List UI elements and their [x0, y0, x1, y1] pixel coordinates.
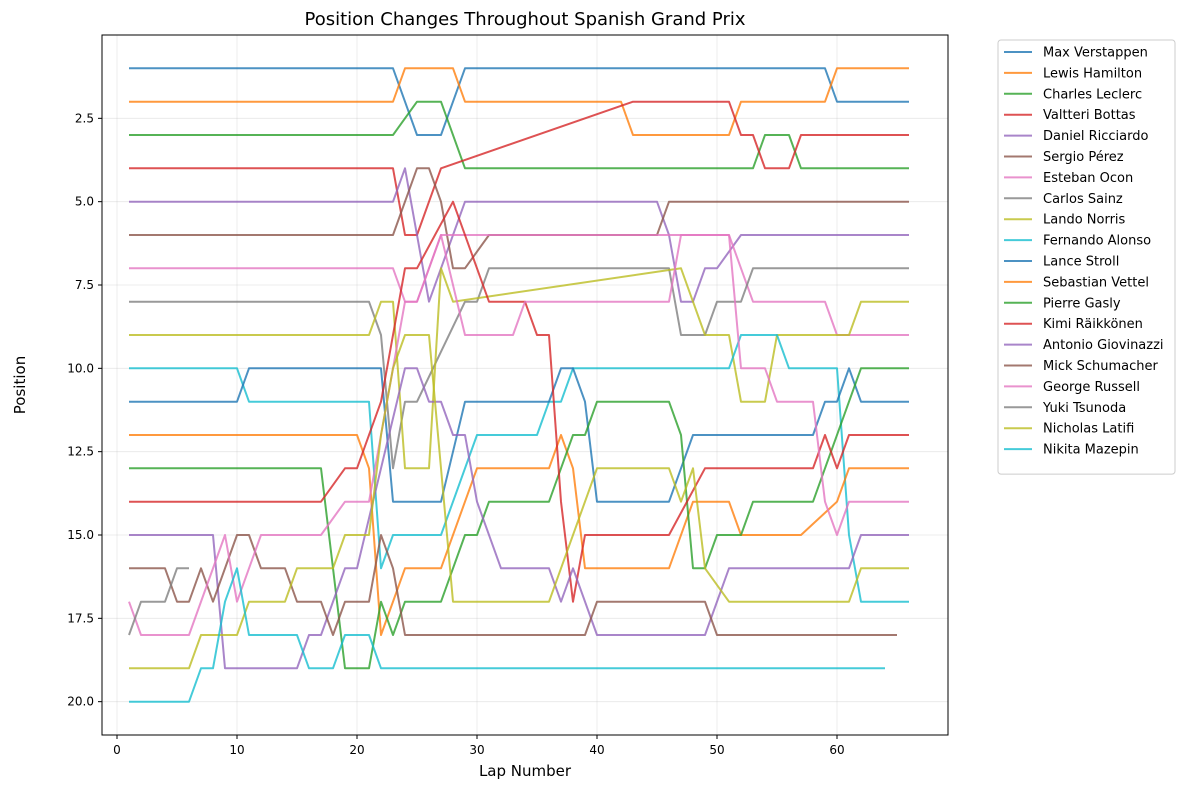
series-line-sebastian-vettel: [129, 434, 909, 636]
y-tick-label: 12.5: [67, 445, 94, 459]
chart-title: Position Changes Throughout Spanish Gran…: [304, 9, 745, 30]
y-tick-label: 17.5: [67, 611, 94, 625]
series-line-max-verstappen: [129, 67, 909, 136]
y-tick-label: 7.5: [75, 278, 94, 292]
legend-label: Fernando Alonso: [1043, 234, 1151, 249]
y-axis-ticks: 2.5 5.0 7.5 10.0 12.5 15.0 17.5 20.0: [67, 111, 102, 709]
legend-label: Yuki Tsunoda: [1042, 401, 1126, 416]
y-tick-label: 20.0: [67, 695, 94, 709]
series-line-antonio-giovinazzi: [129, 367, 909, 670]
x-tick-label: 50: [709, 743, 724, 757]
x-axis-label: Lap Number: [479, 762, 572, 780]
plot-area-frame: [101, 34, 949, 736]
legend: Max Verstappen Lewis Hamilton Charles Lecl…: [997, 39, 1176, 475]
legend-label: Max Verstappen: [1043, 46, 1148, 61]
series-line-valtteri-bottas: [129, 100, 909, 236]
legend-label: Lewis Hamilton: [1043, 66, 1142, 81]
legend-label: Mick Schumacher: [1043, 359, 1159, 374]
x-tick-label: 10: [229, 743, 244, 757]
legend-label: Charles Leclerc: [1043, 87, 1142, 102]
legend-label: Lando Norris: [1043, 213, 1126, 228]
y-tick-label: 5.0: [75, 195, 94, 209]
x-tick-label: 40: [589, 743, 604, 757]
x-tick-label: 0: [113, 743, 121, 757]
legend-label: George Russell: [1043, 380, 1140, 395]
legend-label: Carlos Sainz: [1043, 192, 1123, 207]
x-tick-label: 20: [349, 743, 364, 757]
legend-label: Pierre Gasly: [1043, 296, 1121, 311]
series-lines: [128, 67, 909, 703]
x-tick-label: 60: [829, 743, 844, 757]
series-line-yuki-tsunoda: [128, 567, 189, 636]
series-line-mick-schumacher: [129, 534, 897, 636]
legend-label: Antonio Giovinazzi: [1043, 338, 1164, 353]
y-tick-label: 15.0: [67, 528, 94, 542]
legend-frame: [997, 39, 1176, 475]
y-axis-label: Position: [11, 356, 29, 414]
series-line-nicholas-latifi: [129, 334, 909, 670]
x-axis-ticks: 0 10 20 30 40 50 60: [113, 735, 845, 757]
y-tick-label: 2.5: [75, 111, 94, 125]
legend-label: Nicholas Latifi: [1043, 422, 1134, 437]
series-line-sergio-perez: [129, 167, 909, 270]
series-line-lewis-hamilton: [129, 67, 909, 136]
x-tick-label: 30: [469, 743, 484, 757]
series-line-nikita-mazepin: [129, 567, 885, 703]
legend-label: Nikita Mazepin: [1043, 443, 1139, 458]
legend-label: Valtteri Bottas: [1043, 108, 1136, 123]
legend-label: Lance Stroll: [1043, 255, 1119, 270]
legend-label: Kimi Räikkönen: [1043, 317, 1143, 332]
legend-label: Daniel Ricciardo: [1043, 129, 1148, 144]
legend-label: Sergio Pérez: [1043, 150, 1124, 165]
legend-label: Esteban Ocon: [1043, 171, 1133, 186]
legend-label: Sebastian Vettel: [1043, 275, 1149, 290]
y-tick-label: 10.0: [67, 361, 94, 375]
series-line-lando-norris: [129, 267, 909, 470]
